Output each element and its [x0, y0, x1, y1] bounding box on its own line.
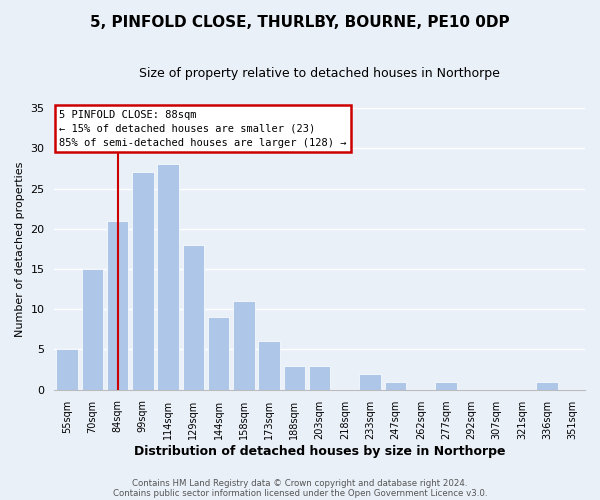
- Bar: [259, 342, 280, 390]
- Bar: [385, 382, 406, 390]
- Bar: [208, 318, 229, 390]
- Bar: [107, 220, 128, 390]
- Bar: [309, 366, 331, 390]
- Bar: [359, 374, 381, 390]
- Bar: [284, 366, 305, 390]
- Bar: [82, 269, 103, 390]
- Bar: [132, 172, 154, 390]
- Y-axis label: Number of detached properties: Number of detached properties: [15, 161, 25, 336]
- Bar: [536, 382, 558, 390]
- Text: 5, PINFOLD CLOSE, THURLBY, BOURNE, PE10 0DP: 5, PINFOLD CLOSE, THURLBY, BOURNE, PE10 …: [90, 15, 510, 30]
- Text: 5 PINFOLD CLOSE: 88sqm
← 15% of detached houses are smaller (23)
85% of semi-det: 5 PINFOLD CLOSE: 88sqm ← 15% of detached…: [59, 110, 347, 148]
- Title: Size of property relative to detached houses in Northorpe: Size of property relative to detached ho…: [139, 68, 500, 80]
- X-axis label: Distribution of detached houses by size in Northorpe: Distribution of detached houses by size …: [134, 444, 505, 458]
- Bar: [435, 382, 457, 390]
- Bar: [56, 350, 78, 390]
- Text: Contains public sector information licensed under the Open Government Licence v3: Contains public sector information licen…: [113, 488, 487, 498]
- Bar: [233, 301, 254, 390]
- Bar: [182, 245, 204, 390]
- Text: Contains HM Land Registry data © Crown copyright and database right 2024.: Contains HM Land Registry data © Crown c…: [132, 478, 468, 488]
- Bar: [157, 164, 179, 390]
